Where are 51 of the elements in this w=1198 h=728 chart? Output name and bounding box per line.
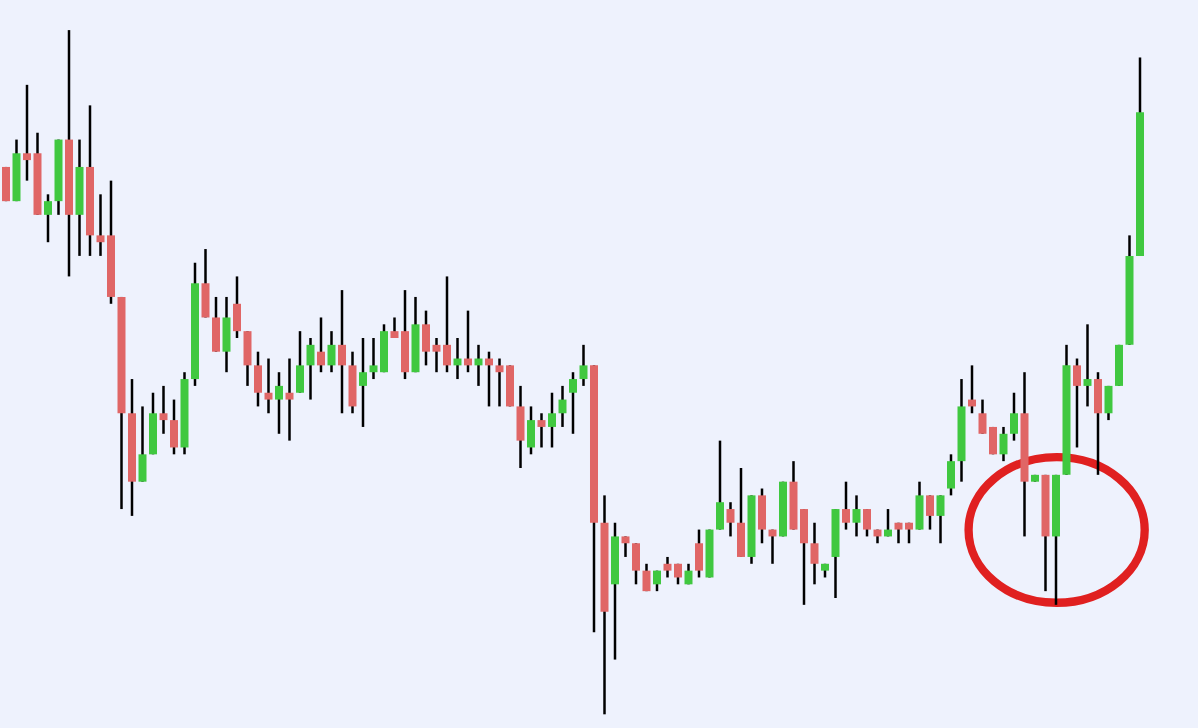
- candlestick: [695, 528, 703, 579]
- candlestick: [915, 480, 924, 531]
- candlestick: [159, 384, 168, 436]
- candlestick: [306, 336, 315, 401]
- candlestick: [548, 391, 556, 449]
- candlestick: [285, 357, 294, 442]
- candlestick: [558, 384, 567, 429]
- candlestick: [569, 370, 577, 436]
- candlestick: [726, 500, 735, 538]
- candlestick: [716, 439, 724, 531]
- candlestick: [149, 391, 157, 456]
- candlestick: [1115, 343, 1123, 388]
- candlestick: [296, 329, 304, 394]
- candlestick: [936, 494, 945, 545]
- candlestick: [1083, 323, 1092, 408]
- candlestick: [1104, 384, 1113, 422]
- candlestick: [212, 295, 220, 353]
- candlestick: [758, 487, 766, 545]
- candlestick: [275, 370, 283, 436]
- candlestick: [632, 542, 640, 586]
- candlestick: [842, 480, 850, 531]
- candlestick: [44, 193, 52, 244]
- candlestick: [1010, 391, 1018, 442]
- candlestick: [810, 521, 819, 586]
- candlestick: [863, 507, 871, 538]
- candlestick: [359, 336, 367, 429]
- candlestick: [527, 405, 535, 456]
- candlestick: [947, 453, 955, 497]
- candlestick: [926, 494, 934, 531]
- candlestick: [1094, 370, 1102, 477]
- candlestick: [170, 398, 178, 456]
- candlestick: [611, 521, 619, 661]
- candlestick: [537, 412, 546, 449]
- candlestick: [1073, 357, 1081, 449]
- candlestick: [264, 357, 273, 415]
- candlestick: [338, 288, 346, 415]
- candlestick: [222, 295, 231, 374]
- candlestick: [348, 350, 357, 415]
- candlestick: [254, 350, 262, 408]
- candlestick: [999, 425, 1008, 463]
- candlestick: [852, 494, 861, 538]
- candlestick: [317, 316, 325, 374]
- candlestick: [579, 343, 588, 388]
- candlestick: [831, 507, 840, 600]
- candlestick: [516, 384, 525, 470]
- candlestick: [138, 405, 147, 483]
- candlestick: [12, 138, 21, 203]
- candlestick: [411, 295, 420, 374]
- candlestick: [737, 466, 745, 559]
- candlestick: [243, 329, 252, 388]
- candlestick: [233, 275, 241, 340]
